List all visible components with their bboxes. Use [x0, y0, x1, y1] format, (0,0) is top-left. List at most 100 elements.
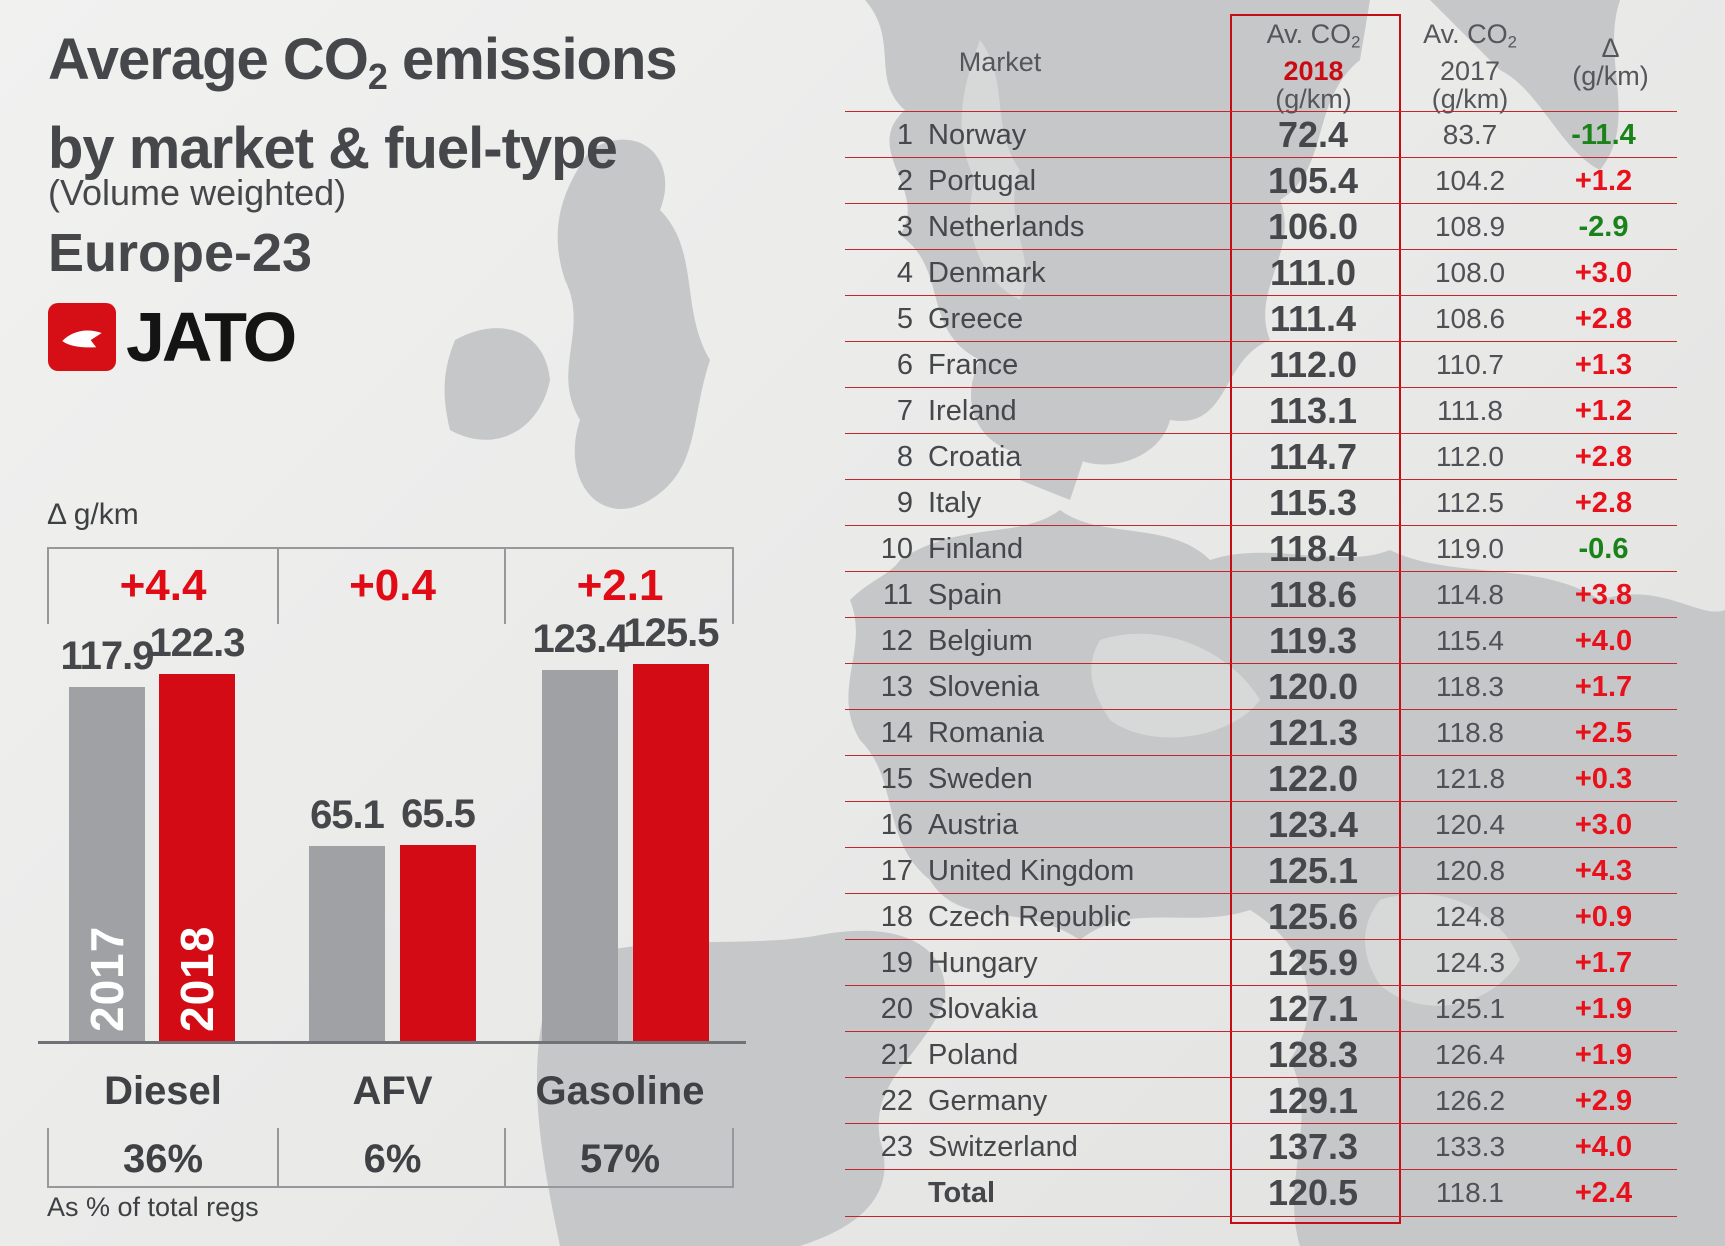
row-rank: 4 [896, 257, 913, 289]
row-delta: +3.0 [1574, 257, 1633, 289]
row-co2-2018: 125.6 [1267, 896, 1359, 937]
category-afv: AFV [352, 1069, 433, 1113]
row-co2-2017: 118.1 [1436, 1177, 1504, 1208]
row-market: Austria [928, 809, 1019, 841]
row-rank: 17 [880, 855, 913, 887]
row-delta: +2.4 [1574, 1177, 1633, 1209]
row-delta: +1.9 [1574, 1039, 1633, 1071]
row-market: Netherlands [928, 211, 1085, 243]
row-rank: 16 [880, 809, 913, 841]
row-market: Croatia [928, 441, 1022, 473]
row-co2-2018: 106.0 [1267, 206, 1359, 247]
bar-value-afv-2017: 65.1 [310, 793, 385, 837]
row-co2-2017: 114.8 [1436, 579, 1504, 610]
row-market: Finland [928, 533, 1024, 565]
bar-value-diesel-2018: 122.3 [149, 621, 245, 665]
row-co2-2018: 114.7 [1268, 436, 1358, 477]
jato-logo-text: JATO [126, 298, 297, 376]
row-co2-2018: 119.3 [1268, 620, 1358, 661]
delta-gasoline: +2.1 [576, 561, 664, 610]
co2-subscript: 2 [367, 56, 388, 98]
table-row: 22 Germany 129.1 126.2 +2.9 [845, 1077, 1677, 1124]
table-row: 18 Czech Republic 125.6 124.8 +0.9 [845, 893, 1677, 940]
header-unit: (g/km) [1431, 83, 1509, 114]
table-row: 4 Denmark 111.0 108.0 +3.0 [845, 249, 1677, 296]
row-market: Poland [928, 1039, 1019, 1071]
table-row: 9 Italy 115.3 112.5 +2.8 [845, 479, 1677, 526]
row-market: Germany [928, 1085, 1048, 1117]
table-row: 20 Slovakia 127.1 125.1 +1.9 [845, 985, 1677, 1032]
bar-value-afv-2018: 65.5 [401, 792, 476, 836]
row-co2-2017: 108.0 [1434, 257, 1506, 288]
row-co2-2018: 120.5 [1267, 1172, 1359, 1213]
row-rank: 7 [896, 395, 913, 427]
row-delta: +2.8 [1574, 303, 1633, 335]
row-co2-2017: 108.9 [1434, 211, 1506, 242]
bracket-tick [504, 1128, 506, 1186]
row-rank: 9 [896, 487, 913, 519]
row-delta: +4.3 [1574, 855, 1633, 887]
row-market: United Kingdom [928, 855, 1135, 887]
table-header-2017: Av. CO2 2017 (g/km) [1390, 20, 1550, 113]
bracket-tick [732, 1128, 734, 1186]
row-co2-2017: 124.8 [1434, 901, 1506, 932]
row-rank: 14 [880, 717, 913, 749]
row-rank: 6 [896, 349, 913, 381]
share-diesel: 36% [122, 1137, 204, 1181]
co2-subscript: 2 [1507, 32, 1517, 52]
row-co2-2018: 111.0 [1269, 252, 1357, 293]
category-gasoline: Gasoline [535, 1069, 705, 1113]
row-co2-2018: 112.0 [1268, 344, 1358, 385]
row-co2-2018: 113.1 [1268, 390, 1358, 431]
row-co2-2018: 115.3 [1268, 482, 1358, 523]
row-co2-2018: 127.1 [1267, 988, 1359, 1029]
bar-diesel-2017 [69, 687, 145, 1043]
row-co2-2017: 119.0 [1436, 533, 1504, 564]
row-delta: +0.3 [1574, 763, 1633, 795]
row-co2-2017: 104.2 [1434, 165, 1506, 196]
bar-gasoline-2017 [542, 670, 618, 1043]
row-co2-2018: 121.3 [1267, 712, 1359, 753]
bar-gasoline-2018 [633, 664, 709, 1043]
row-co2-2018: 125.1 [1267, 850, 1359, 891]
table-row: 12 Belgium 119.3 115.4 +4.0 [845, 617, 1677, 664]
delta-axis-label: Δ g/km [47, 498, 139, 531]
table-row: 10 Finland 118.4 119.0 -0.6 [845, 525, 1677, 572]
share-note: As % of total regs [47, 1192, 259, 1222]
bracket-tick [504, 549, 506, 624]
row-delta: +1.3 [1574, 349, 1633, 381]
bracket-tick [277, 1128, 279, 1186]
share-gasoline: 57% [579, 1137, 661, 1181]
bracket-tick [47, 549, 49, 624]
row-rank: 12 [880, 625, 913, 657]
row-rank: 13 [880, 671, 913, 703]
row-co2-2017: 121.8 [1434, 763, 1506, 794]
jato-logo: JATO [48, 298, 297, 376]
delta-bracket [47, 547, 734, 624]
row-co2-2017: 124.3 [1434, 947, 1506, 978]
delta-values-row: +4.4 +0.4 +2.1 [47, 558, 734, 614]
table-row: 1 Norway 72.4 83.7 -11.4 [845, 111, 1677, 158]
jato-paper-plane-icon [48, 303, 116, 371]
bracket-tick [277, 549, 279, 624]
share-values-row: 36% 6% 57% [47, 1134, 734, 1184]
row-co2-2017: 112.5 [1436, 487, 1504, 518]
header-year-2018: 2018 [1283, 55, 1344, 86]
row-delta: +1.2 [1574, 395, 1633, 427]
row-market: Hungary [928, 947, 1038, 979]
table-row: 8 Croatia 114.7 112.0 +2.8 [845, 433, 1677, 480]
row-rank: 20 [880, 993, 913, 1025]
row-market: Italy [928, 487, 982, 519]
row-rank: 10 [880, 533, 913, 565]
row-market: Total [928, 1177, 996, 1209]
row-co2-2017: 111.8 [1437, 395, 1503, 426]
row-market: Sweden [928, 763, 1033, 795]
bracket-tick [47, 1128, 49, 1186]
row-delta: +1.7 [1574, 671, 1633, 703]
row-co2-2018: 72.4 [1277, 114, 1349, 155]
row-delta: +0.9 [1574, 901, 1633, 933]
row-rank: 8 [896, 441, 913, 473]
row-co2-2018: 111.4 [1269, 298, 1357, 339]
bar-value-gasoline-2017: 123.4 [532, 617, 628, 661]
